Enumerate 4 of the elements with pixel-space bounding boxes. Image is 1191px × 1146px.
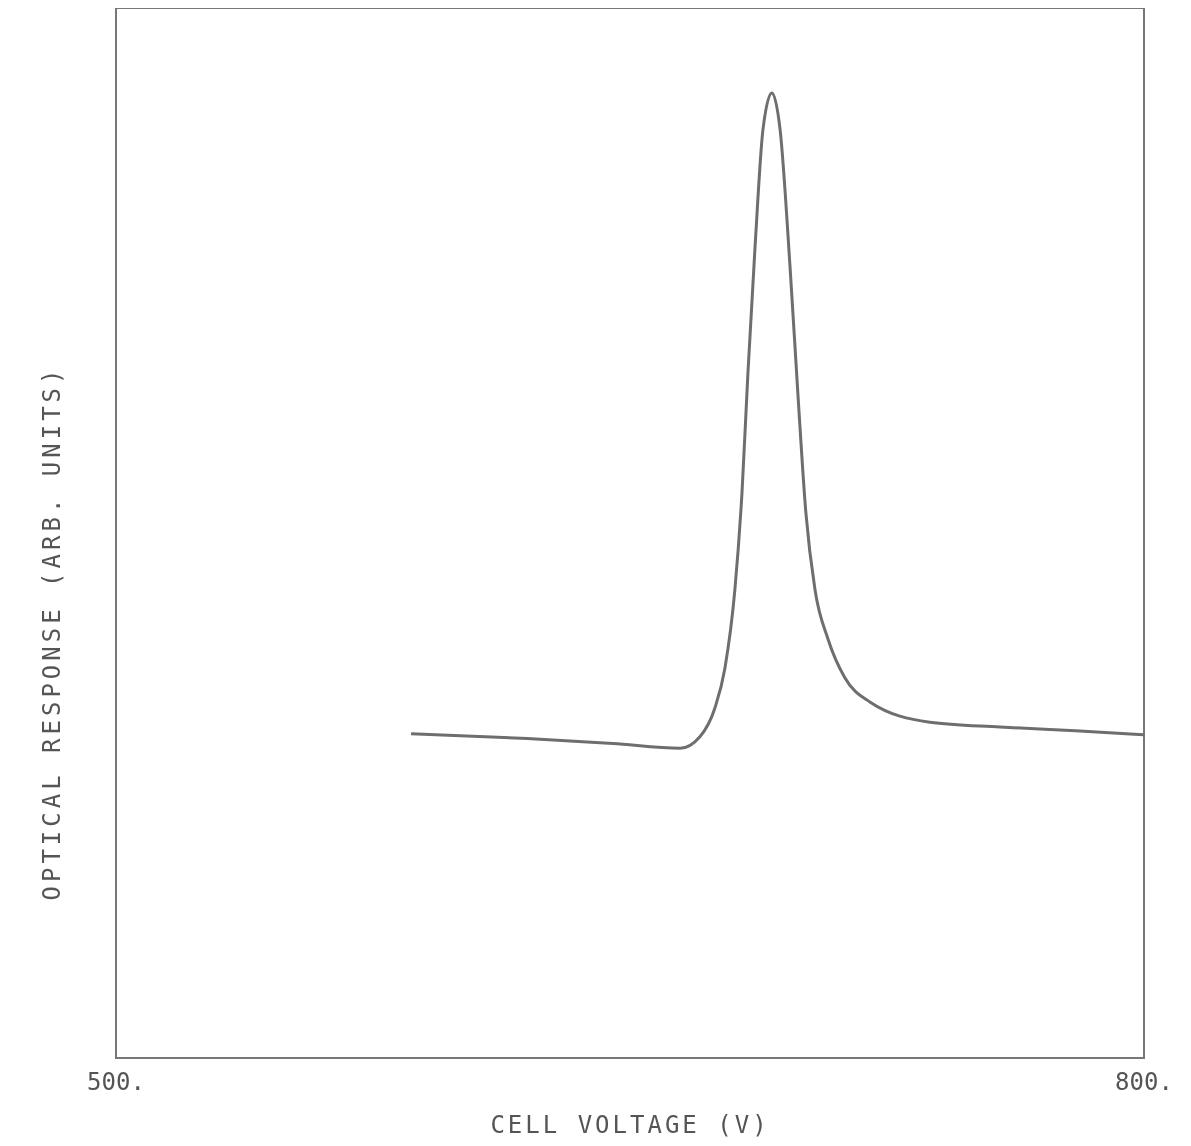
x-tick-label: 500. xyxy=(87,1068,145,1096)
x-axis-title: CELL VOLTAGE (V) xyxy=(490,1111,770,1139)
y-axis-title: OPTICAL RESPONSE (ARB. UNITS) xyxy=(38,365,66,901)
x-tick-label: 800. xyxy=(1115,1068,1173,1096)
